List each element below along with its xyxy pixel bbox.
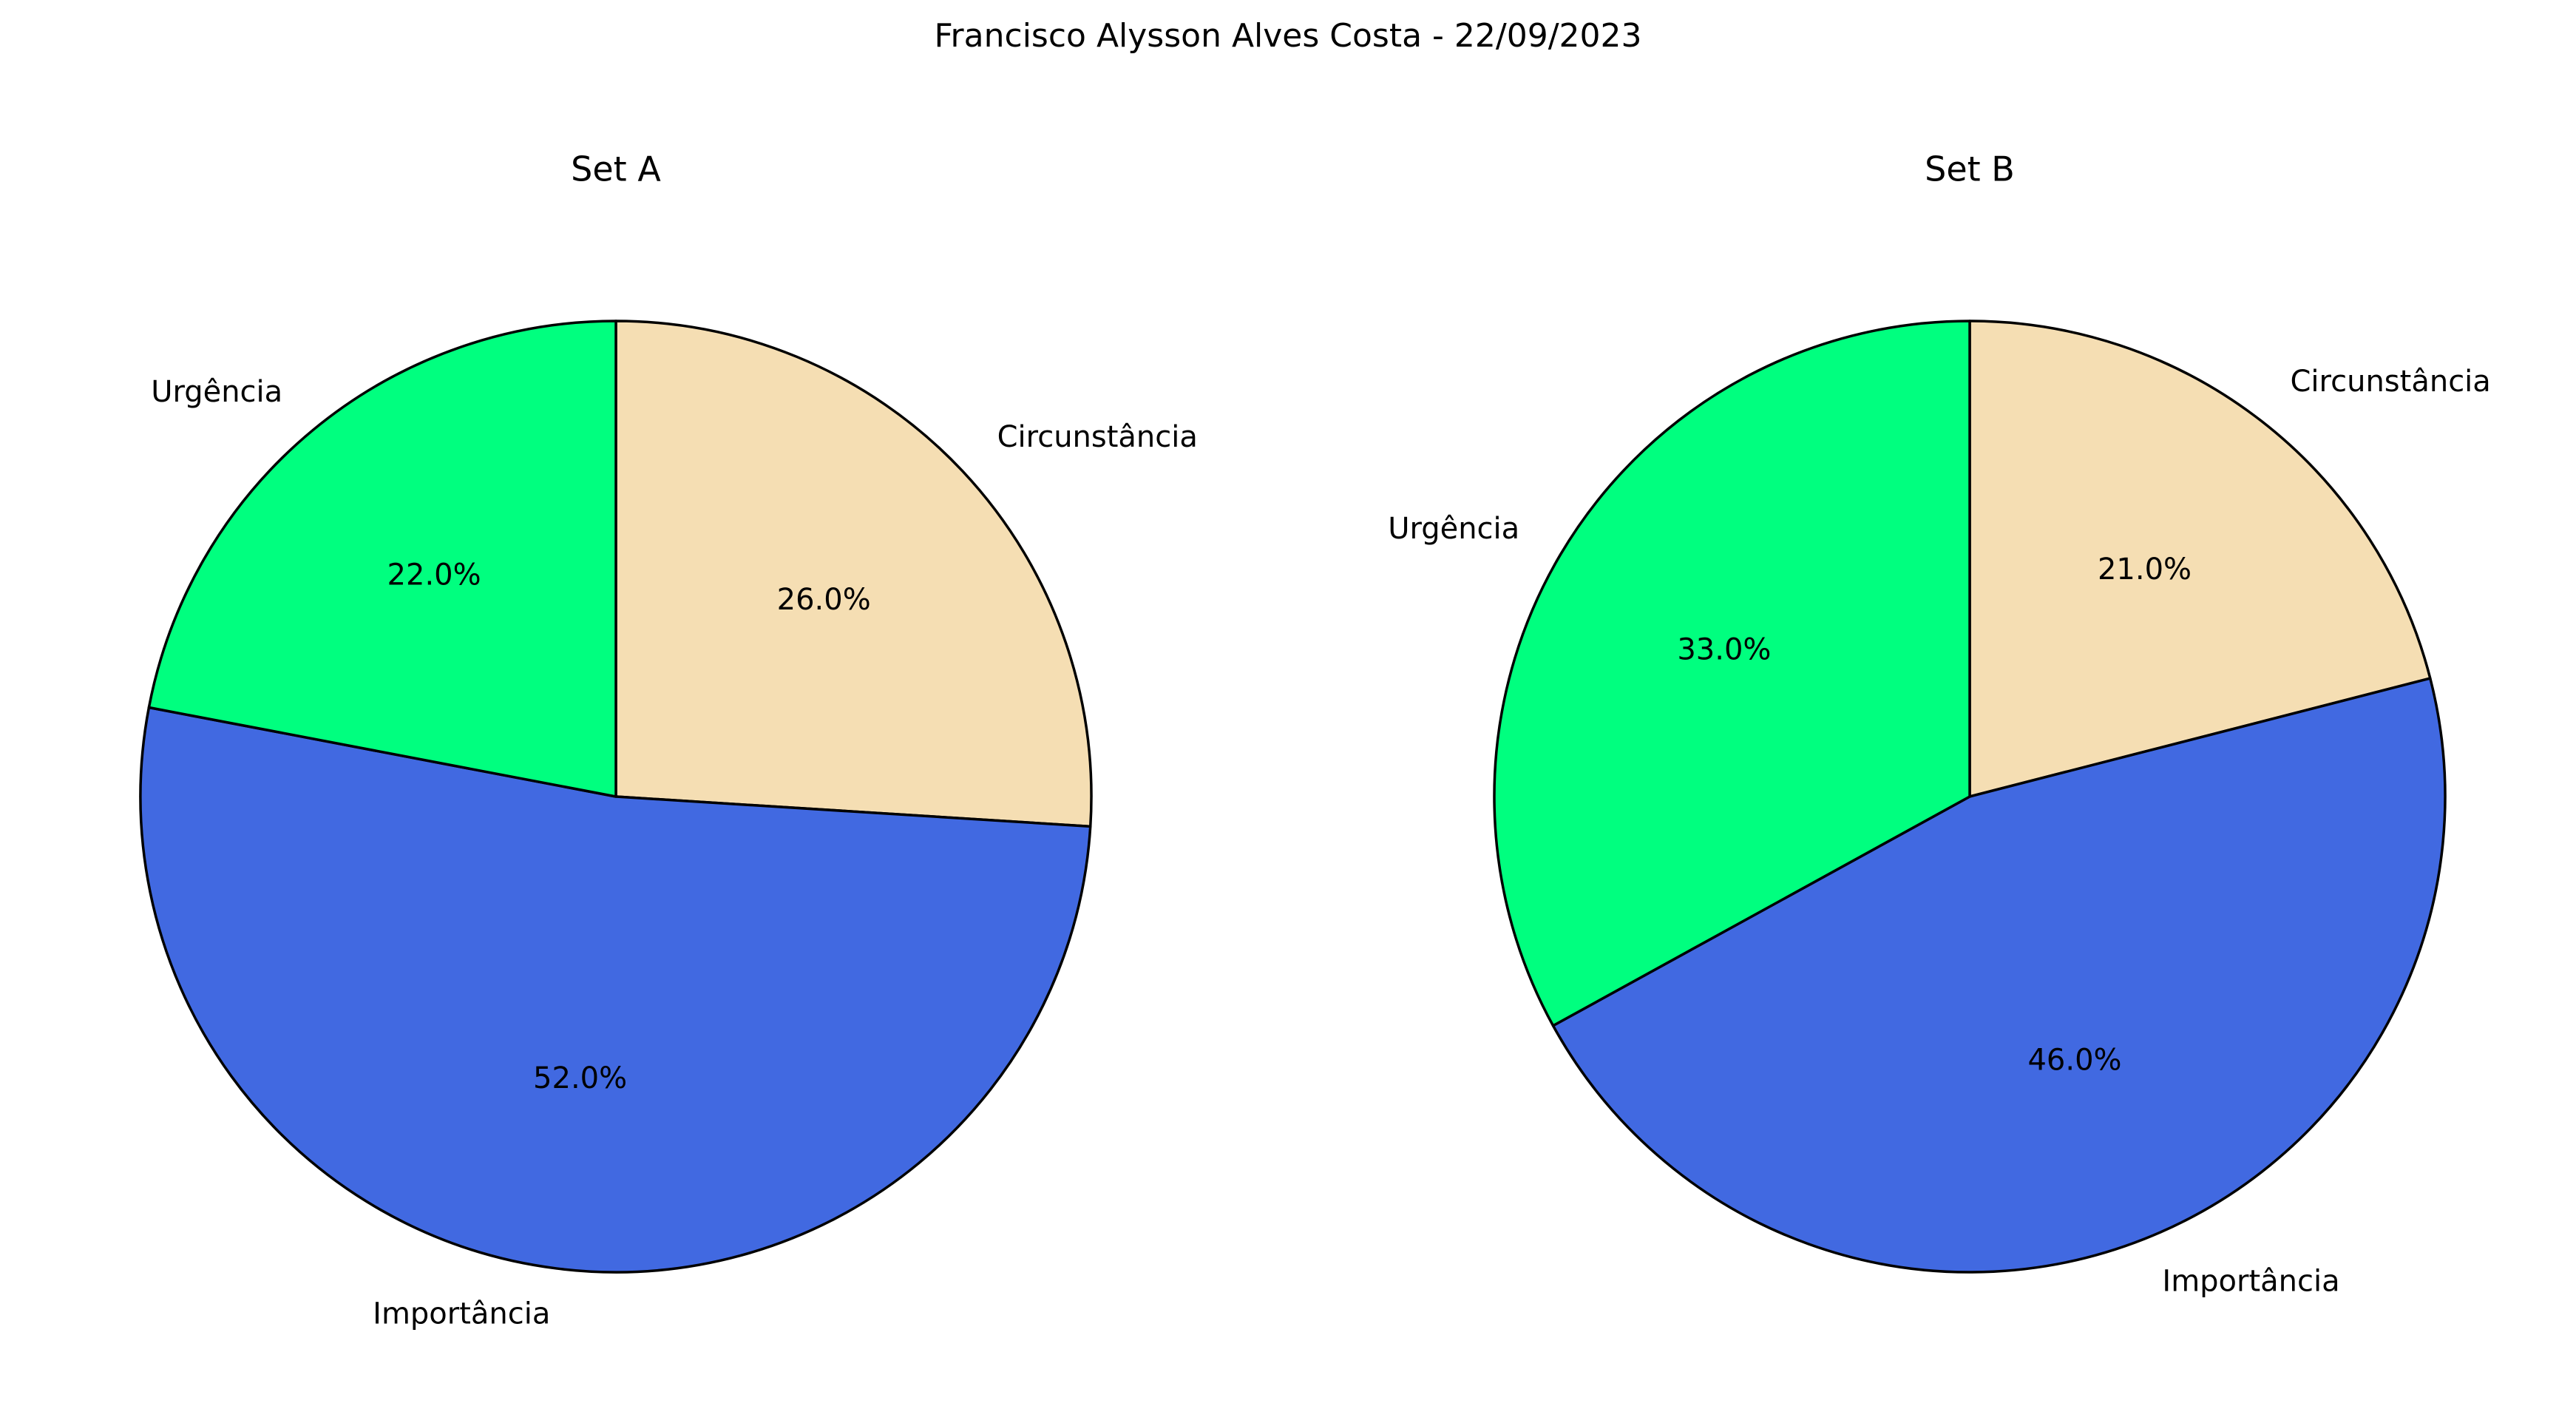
pie-chart-set-a: Set A Circunstância 26.0% Importância 52.0% U… [139,149,1198,1331]
slice-percent-set-a-circunstancia: 26.0% [777,583,871,617]
pie-slice-set-b-importancia [1551,677,2447,1274]
pie-slice-set-a-circunstancia [614,320,1093,828]
slice-percent-set-a-importancia: 52.0% [533,1061,627,1095]
chart-title-set-b: Set B [1925,149,2015,189]
slice-percent-set-b-importancia: 46.0% [2027,1044,2121,1078]
pie-chart-set-b: Set B Circunstância 21.0% Importância 46.0% U… [1388,149,2491,1299]
pie-slice-set-a-importancia [139,706,1092,1274]
pie-slice-set-b-urgencia [1493,320,1971,1027]
slice-label-set-b-importancia: Importância [2162,1265,2339,1299]
slice-label-set-b-circunstancia: Circunstância [2291,365,2491,399]
slice-label-set-b-urgencia: Urgência [1388,512,1519,546]
pie-slice-set-b-circunstancia [1968,320,2432,798]
slice-label-set-a-circunstancia: Circunstância [997,420,1198,454]
slice-label-set-a-urgencia: Urgência [151,375,282,409]
slice-percent-set-b-circunstancia: 21.0% [2098,553,2192,587]
pie-slice-set-a-urgencia [147,320,617,798]
slice-label-set-a-importancia: Importância [373,1297,550,1331]
chart-title-set-a: Set A [571,149,661,189]
slice-percent-set-b-urgencia: 33.0% [1677,633,1771,667]
slice-percent-set-a-urgencia: 22.0% [387,558,481,592]
figure-title: Francisco Alysson Alves Costa - 22/09/20… [934,17,1641,55]
